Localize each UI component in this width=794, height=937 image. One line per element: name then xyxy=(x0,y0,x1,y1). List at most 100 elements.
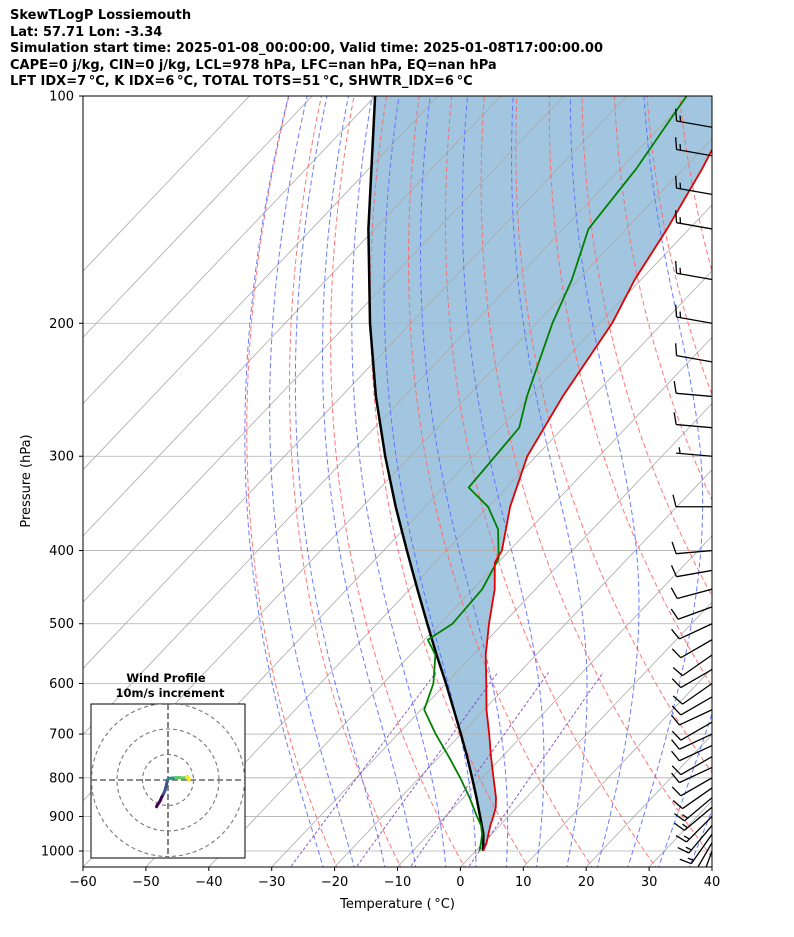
isotherm-line xyxy=(83,96,502,537)
x-tick-label: −30 xyxy=(258,875,285,890)
x-tick-label: −60 xyxy=(69,875,96,890)
barb-shaft xyxy=(682,682,712,705)
barb-flag xyxy=(672,799,683,810)
barb-half-flag xyxy=(682,823,688,829)
barb-shaft xyxy=(680,696,712,716)
wind-barb xyxy=(671,777,712,797)
mixing-ratio-line xyxy=(409,672,550,867)
wind-barb xyxy=(672,654,712,677)
barb-flag xyxy=(679,858,692,865)
x-tick-label: 40 xyxy=(704,875,721,890)
barb-shaft xyxy=(680,668,712,689)
y-tick-label: 100 xyxy=(49,90,74,105)
mixing-ratio-line xyxy=(289,672,437,867)
isotherm-line xyxy=(83,96,690,736)
barb-shaft xyxy=(676,423,712,429)
barb-flag xyxy=(671,772,680,784)
isotherm-line xyxy=(460,601,712,867)
barb-shaft xyxy=(676,452,712,457)
isotherm-line xyxy=(397,535,712,867)
moist-adiabat xyxy=(627,96,704,867)
y-axis-label: Pressure (hPa) xyxy=(19,434,34,527)
barb-shaft xyxy=(680,777,712,797)
barb-shaft xyxy=(676,569,712,578)
dry-adiabat xyxy=(614,96,712,502)
x-tick-label: −40 xyxy=(195,875,222,890)
barb-shaft xyxy=(684,797,712,822)
location-line: Lat: 57.71 Lon: -3.34 xyxy=(10,24,163,40)
dewpoint-profile xyxy=(423,96,688,852)
barb-shaft xyxy=(679,709,712,726)
barb-half-flag xyxy=(683,835,690,840)
dry-adiabat xyxy=(480,96,712,858)
hodograph-subtitle: 10m/s increment xyxy=(116,686,225,700)
x-tick-label: −50 xyxy=(132,875,159,890)
cape-cin-shading xyxy=(368,96,712,851)
barb-shaft xyxy=(677,606,712,620)
dry-adiabat xyxy=(289,96,402,867)
barb-flag xyxy=(670,608,679,620)
barb-flag xyxy=(677,847,690,854)
wind-barb xyxy=(671,756,712,776)
barb-shaft xyxy=(680,639,712,659)
barb-shaft xyxy=(705,850,712,867)
isotherm-line xyxy=(523,667,712,867)
axes: −60 −50 −40 −30 −20 −10 0 10 20 30 40 1000 900 800 700… xyxy=(41,90,720,891)
barb-flag xyxy=(672,695,683,705)
barb-half-flag xyxy=(685,846,692,851)
temperature-profile xyxy=(482,147,712,852)
barb-shaft xyxy=(688,825,712,854)
wind-barb xyxy=(675,304,712,324)
barb-shaft xyxy=(676,120,712,128)
barb-half-flag xyxy=(687,857,694,862)
y-tick-label: 300 xyxy=(49,450,74,465)
wind-barb xyxy=(673,412,712,429)
isotherm-line xyxy=(711,866,712,867)
barb-shaft xyxy=(684,806,712,831)
moist-adiabat xyxy=(269,96,355,867)
wind-barb xyxy=(674,797,712,822)
y-tick-label: 800 xyxy=(49,771,74,786)
barb-flag xyxy=(675,175,678,189)
barb-flag xyxy=(670,565,678,577)
isotherm-line xyxy=(83,96,376,405)
moist-adiabat xyxy=(294,96,386,867)
wind-barb xyxy=(677,825,712,854)
barb-flag xyxy=(674,822,685,831)
y-tick-label: 700 xyxy=(49,728,74,743)
wind-barb xyxy=(674,806,712,831)
barb-flag xyxy=(671,678,682,689)
barb-shaft xyxy=(676,148,712,157)
barb-shaft xyxy=(676,272,712,281)
wind-barb xyxy=(675,260,712,281)
wind-barb xyxy=(679,833,712,865)
barb-flag xyxy=(675,210,678,223)
moist-adiabat xyxy=(244,96,324,867)
moist-adiabat xyxy=(351,96,447,867)
isotherm-line xyxy=(334,469,712,867)
wind-barb xyxy=(675,343,712,363)
moist-adiabat xyxy=(657,712,712,867)
wind-barb xyxy=(673,380,712,398)
wind-barb xyxy=(672,494,712,508)
barb-half-flag xyxy=(682,814,688,819)
y-tick-label: 900 xyxy=(49,810,74,825)
barb-half-flag xyxy=(678,447,681,454)
barb-flag xyxy=(671,628,680,640)
dry-adiabat xyxy=(246,96,338,867)
dry-adiabat xyxy=(679,96,712,273)
barb-shaft xyxy=(682,654,712,677)
wind-barb xyxy=(705,850,712,867)
wind-barb xyxy=(671,733,712,750)
barb-shaft xyxy=(676,187,712,196)
barb-flag xyxy=(671,714,680,726)
y-tick-label: 200 xyxy=(49,317,74,332)
wind-barb xyxy=(675,210,712,230)
y-tick-label: 400 xyxy=(49,544,74,559)
barb-shaft xyxy=(676,222,712,230)
moist-adiabat xyxy=(688,808,712,867)
x-tick-label: −10 xyxy=(384,875,411,890)
barb-shaft xyxy=(679,744,712,762)
wind-barb xyxy=(671,541,712,555)
